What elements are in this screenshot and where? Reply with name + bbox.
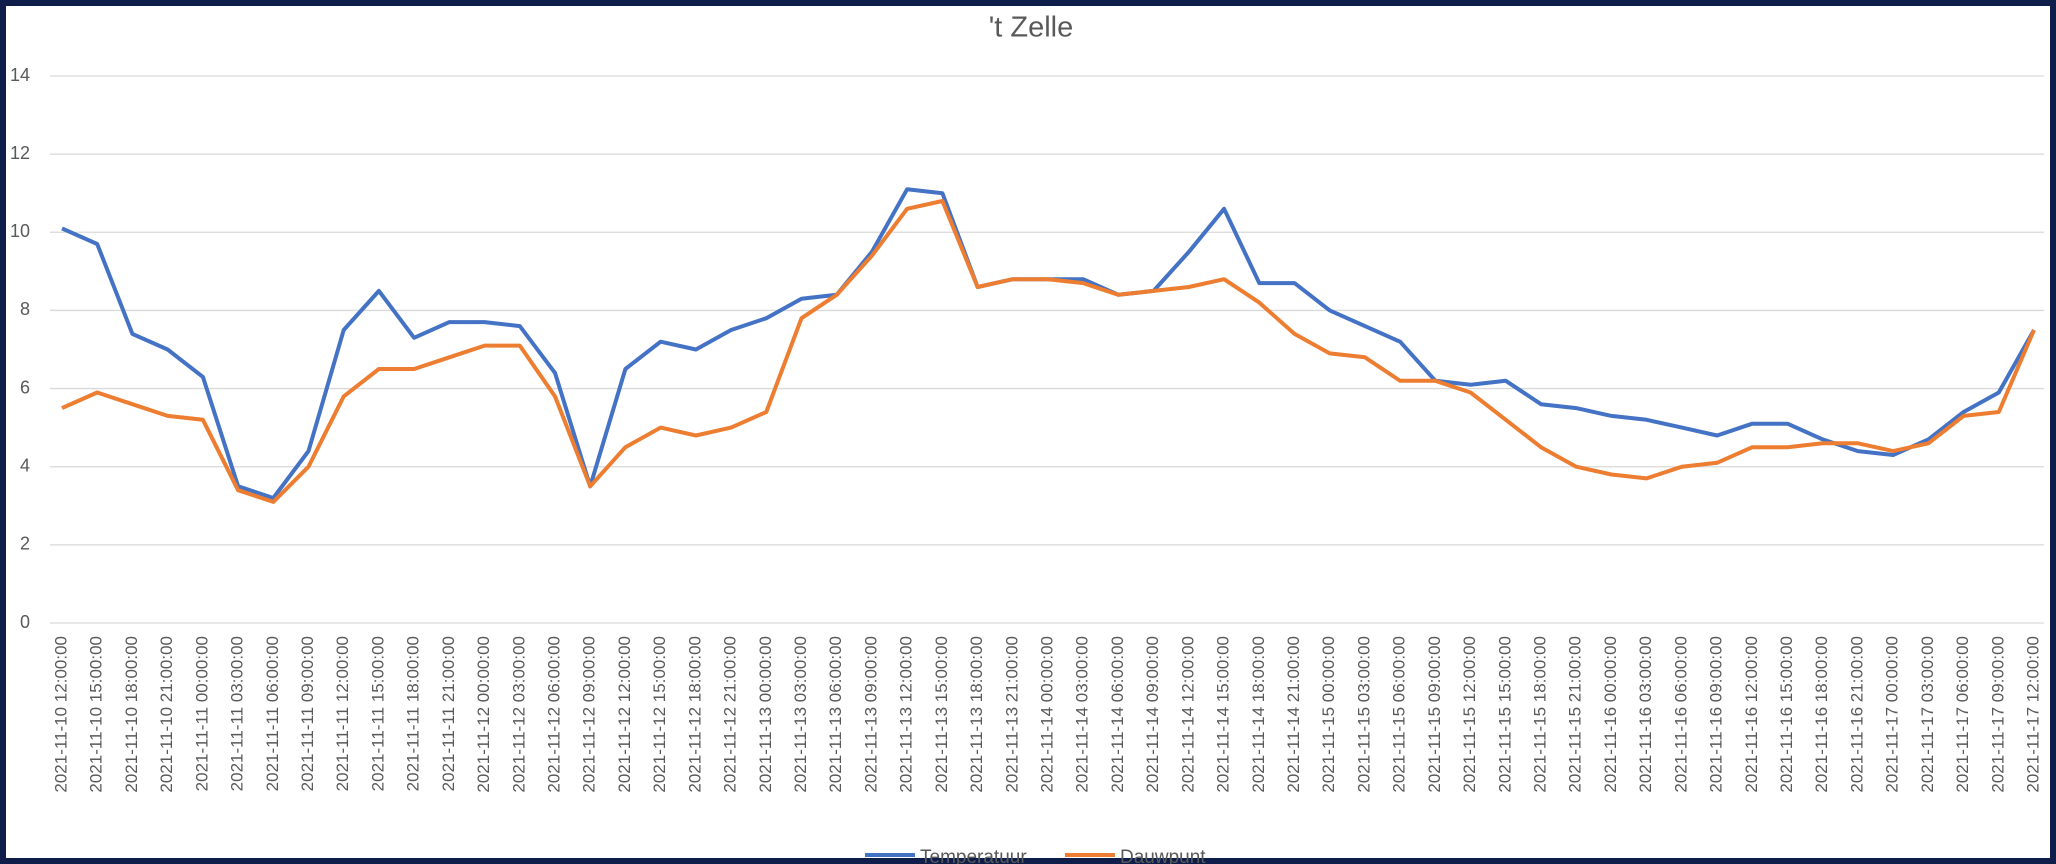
legend-label: Temperatuur xyxy=(920,847,1027,864)
x-tick-label: 2021-11-11 03:00:00 xyxy=(228,636,247,791)
x-tick-label: 2021-11-12 09:00:00 xyxy=(580,636,599,793)
x-tick-label: 2021-11-16 03:00:00 xyxy=(1636,636,1655,793)
x-tick-label: 2021-11-10 12:00:00 xyxy=(51,636,70,793)
legend-label: Dauwpunt xyxy=(1120,847,1206,864)
x-tick-label: 2021-11-14 03:00:00 xyxy=(1073,636,1092,793)
x-tick-label: 2021-11-14 12:00:00 xyxy=(1178,636,1197,793)
y-tick-label: 0 xyxy=(20,612,30,632)
x-tick-label: 2021-11-12 21:00:00 xyxy=(721,636,740,793)
x-tick-label: 2021-11-12 03:00:00 xyxy=(509,636,528,793)
y-tick-label: 12 xyxy=(10,143,30,163)
x-tick-label: 2021-11-16 09:00:00 xyxy=(1707,636,1726,793)
x-tick-label: 2021-11-16 21:00:00 xyxy=(1847,636,1866,793)
y-tick-label: 4 xyxy=(20,455,30,475)
x-tick-label: 2021-11-15 00:00:00 xyxy=(1319,636,1338,793)
x-tick-label: 2021-11-14 06:00:00 xyxy=(1108,636,1127,793)
y-tick-label: 6 xyxy=(20,377,30,397)
x-tick-label: 2021-11-10 21:00:00 xyxy=(157,636,176,793)
x-tick-label: 2021-11-13 09:00:00 xyxy=(861,636,880,793)
x-tick-label: 2021-11-12 18:00:00 xyxy=(685,636,704,793)
x-tick-label: 2021-11-11 18:00:00 xyxy=(404,636,423,791)
x-tick-label: 2021-11-15 18:00:00 xyxy=(1530,636,1549,793)
x-tick-label: 2021-11-13 06:00:00 xyxy=(826,636,845,793)
y-tick-label: 10 xyxy=(10,221,30,241)
x-tick-label: 2021-11-11 09:00:00 xyxy=(298,636,317,791)
x-tick-label: 2021-11-16 06:00:00 xyxy=(1671,636,1690,793)
x-tick-label: 2021-11-10 15:00:00 xyxy=(87,636,106,793)
x-tick-label: 2021-11-14 21:00:00 xyxy=(1284,636,1303,793)
x-tick-label: 2021-11-13 03:00:00 xyxy=(791,636,810,793)
x-tick-label: 2021-11-16 00:00:00 xyxy=(1601,636,1620,793)
x-tick-label: 2021-11-11 12:00:00 xyxy=(333,636,352,791)
x-tick-label: 2021-11-13 12:00:00 xyxy=(897,636,916,793)
x-tick-label: 2021-11-15 21:00:00 xyxy=(1566,636,1585,793)
x-tick-label: 2021-11-16 18:00:00 xyxy=(1812,636,1831,793)
x-tick-label: 2021-11-17 03:00:00 xyxy=(1918,636,1937,793)
x-tick-label: 2021-11-14 00:00:00 xyxy=(1037,636,1056,793)
x-tick-label: 2021-11-17 06:00:00 xyxy=(1953,636,1972,793)
x-tick-label: 2021-11-13 18:00:00 xyxy=(967,636,986,793)
x-tick-label: 2021-11-14 18:00:00 xyxy=(1249,636,1268,793)
x-tick-label: 2021-11-12 06:00:00 xyxy=(544,636,563,793)
x-tick-label: 2021-11-14 15:00:00 xyxy=(1214,636,1233,793)
x-tick-label: 2021-11-13 00:00:00 xyxy=(756,636,775,793)
x-tick-label: 2021-11-15 12:00:00 xyxy=(1460,636,1479,793)
x-tick-label: 2021-11-12 12:00:00 xyxy=(615,636,634,793)
y-tick-label: 8 xyxy=(20,299,30,319)
x-tick-label: 2021-11-11 06:00:00 xyxy=(263,636,282,791)
x-tick-label: 2021-11-15 06:00:00 xyxy=(1390,636,1409,793)
y-tick-label: 2 xyxy=(20,534,30,554)
x-tick-label: 2021-11-17 12:00:00 xyxy=(2023,636,2042,793)
series-line xyxy=(61,199,2036,504)
x-tick-label: 2021-11-12 00:00:00 xyxy=(474,636,493,793)
x-tick-label: 2021-11-12 15:00:00 xyxy=(650,636,669,793)
chart-title: 't Zelle xyxy=(989,12,1074,44)
x-tick-label: 2021-11-11 15:00:00 xyxy=(368,636,387,791)
x-tick-label: 2021-11-11 21:00:00 xyxy=(439,636,458,791)
x-tick-label: 2021-11-13 15:00:00 xyxy=(932,636,951,793)
x-tick-label: 2021-11-14 09:00:00 xyxy=(1143,636,1162,793)
x-tick-label: 2021-11-16 15:00:00 xyxy=(1777,636,1796,793)
y-tick-label: 14 xyxy=(10,65,30,85)
x-tick-label: 2021-11-15 09:00:00 xyxy=(1425,636,1444,793)
x-tick-label: 2021-11-13 21:00:00 xyxy=(1002,636,1021,793)
x-tick-label: 2021-11-17 00:00:00 xyxy=(1883,636,1902,793)
x-tick-label: 2021-11-10 18:00:00 xyxy=(122,636,141,793)
x-tick-label: 2021-11-15 15:00:00 xyxy=(1495,636,1514,793)
x-tick-label: 2021-11-17 09:00:00 xyxy=(1988,636,2007,793)
x-tick-label: 2021-11-11 00:00:00 xyxy=(192,636,211,791)
x-tick-label: 2021-11-15 03:00:00 xyxy=(1354,636,1373,793)
x-tick-label: 2021-11-16 12:00:00 xyxy=(1742,636,1761,793)
